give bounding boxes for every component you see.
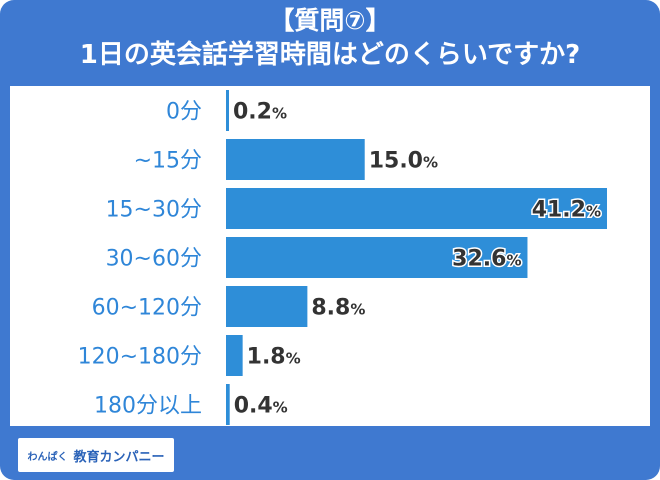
company-logo: わんぱく 教育カンパニー (18, 438, 174, 472)
value-label: 32.6% (452, 247, 521, 272)
category-label: 180分以上 (94, 394, 202, 419)
value-label: 8.8% (311, 296, 365, 321)
bar (226, 384, 230, 425)
value-label: 1.8% (247, 345, 301, 370)
bar (226, 90, 229, 131)
bar (226, 237, 528, 278)
chart-panel: 0分 0.2% ~15分 15.0% 15~30分 41.2% 30~60分 32.6% 60~… (10, 86, 650, 426)
category-label: 120~180分 (78, 345, 202, 370)
bar (226, 139, 365, 180)
value-label: 15.0% (369, 149, 438, 174)
category-label: 60~120分 (92, 296, 202, 321)
bar-chart: 0分 0.2% ~15分 15.0% 15~30分 41.2% 30~60分 32.6% 60~… (78, 90, 607, 425)
category-label: ~15分 (134, 149, 202, 174)
value-label: 0.4% (234, 394, 288, 419)
bar (226, 188, 607, 229)
logo-brand-small: わんぱく (27, 451, 68, 463)
logo-brand-main: 教育カンパニー (73, 449, 165, 465)
value-label: 0.2% (233, 100, 287, 125)
chart-title-line2: 1日の英会話学習時間はどのくらいですか? (79, 40, 581, 70)
category-label: 0分 (166, 100, 202, 125)
bar (226, 286, 308, 327)
bar (226, 335, 243, 376)
chart-title-line1: 【質問⑦】 (269, 6, 391, 35)
category-label: 30~60分 (106, 247, 202, 272)
category-label: 15~30分 (106, 198, 202, 223)
value-label: 41.2% (532, 198, 601, 223)
